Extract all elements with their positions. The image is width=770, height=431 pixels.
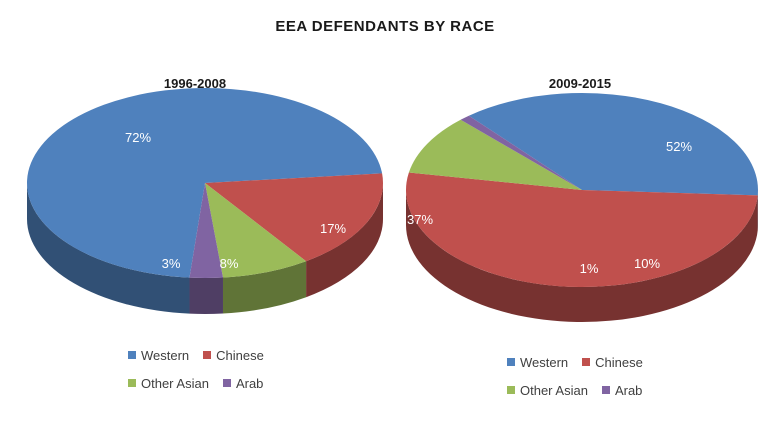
legend-item-arab: Arab bbox=[222, 375, 264, 391]
legend: Western Chinese Other Asian Arab bbox=[507, 352, 657, 408]
legend-swatch bbox=[507, 386, 515, 394]
legend-swatch bbox=[128, 351, 136, 359]
pie-1996-2008-svg: 72% 17% 8% 3% bbox=[27, 88, 383, 314]
pie-slice-chinese bbox=[205, 173, 383, 262]
data-label-chinese: 17% bbox=[320, 221, 346, 236]
pie-side-arab bbox=[189, 277, 223, 314]
pie-slice-arab bbox=[189, 183, 223, 278]
legend-item-other-asian: Other Asian bbox=[128, 376, 209, 391]
pie-slice-western bbox=[468, 92, 758, 196]
legend-swatch bbox=[601, 386, 610, 394]
legend-item-chinese: Chinese bbox=[582, 355, 643, 370]
pie-side-other-asian bbox=[222, 261, 307, 314]
pie-side-western bbox=[27, 183, 190, 314]
legend: Western Chinese Other Asian Arab bbox=[128, 345, 278, 401]
pie-side-chinese bbox=[306, 183, 383, 298]
pie-chart-1996-2008: 1996-2008 72% 17% 8% 3% Western Chinese Oth… bbox=[27, 76, 383, 401]
legend-label: Arab bbox=[614, 382, 643, 398]
pie-slice-other-asian bbox=[205, 183, 307, 278]
legend-label: Western bbox=[141, 347, 190, 363]
pie-slice-other-asian bbox=[408, 119, 582, 190]
legend-swatch bbox=[507, 358, 515, 366]
legend-swatch bbox=[582, 358, 591, 366]
data-label-other-asian: 10% bbox=[634, 256, 660, 271]
data-label-other-asian: 8% bbox=[220, 256, 239, 271]
pie-2009-2015-svg: 37% 52% 10% 1% bbox=[406, 92, 758, 323]
legend-label: Chinese bbox=[216, 347, 264, 363]
legend-item-other-asian: Other Asian bbox=[507, 383, 588, 398]
legend-item-western: Western bbox=[507, 355, 568, 370]
page-title: EEA DEFENDANTS BY RACE bbox=[275, 18, 495, 35]
pie-slice-chinese bbox=[406, 172, 758, 287]
legend-item-chinese: Chinese bbox=[203, 348, 264, 363]
legend-label: Arab bbox=[235, 375, 264, 391]
legend-item-arab: Arab bbox=[601, 382, 643, 398]
legend-label: Other Asian bbox=[141, 375, 209, 391]
data-label-western: 37% bbox=[407, 212, 433, 227]
legend-swatch bbox=[203, 351, 212, 359]
legend-swatch bbox=[128, 379, 136, 387]
pie-slice-arab bbox=[460, 115, 582, 190]
pie-slice-western bbox=[27, 88, 383, 278]
data-label-chinese: 52% bbox=[666, 139, 692, 154]
pie-chart-2009-2015: 2009-2015 37% 52% 10% 1% Western Chinese Ot… bbox=[390, 0, 770, 431]
data-label-arab: 3% bbox=[162, 256, 181, 271]
legend-swatch bbox=[222, 379, 231, 387]
data-label-arab: 1% bbox=[580, 261, 599, 276]
legend-item-western: Western bbox=[128, 348, 189, 363]
legend-label: Other Asian bbox=[520, 382, 588, 398]
chart-subtitle: 2009-2015 bbox=[548, 76, 612, 91]
legend-label: Western bbox=[520, 354, 569, 370]
chart-subtitle: 1996-2008 bbox=[163, 76, 227, 91]
pie-side-chinese bbox=[406, 190, 758, 323]
data-label-western: 72% bbox=[125, 130, 151, 145]
legend-label: Chinese bbox=[595, 354, 643, 370]
